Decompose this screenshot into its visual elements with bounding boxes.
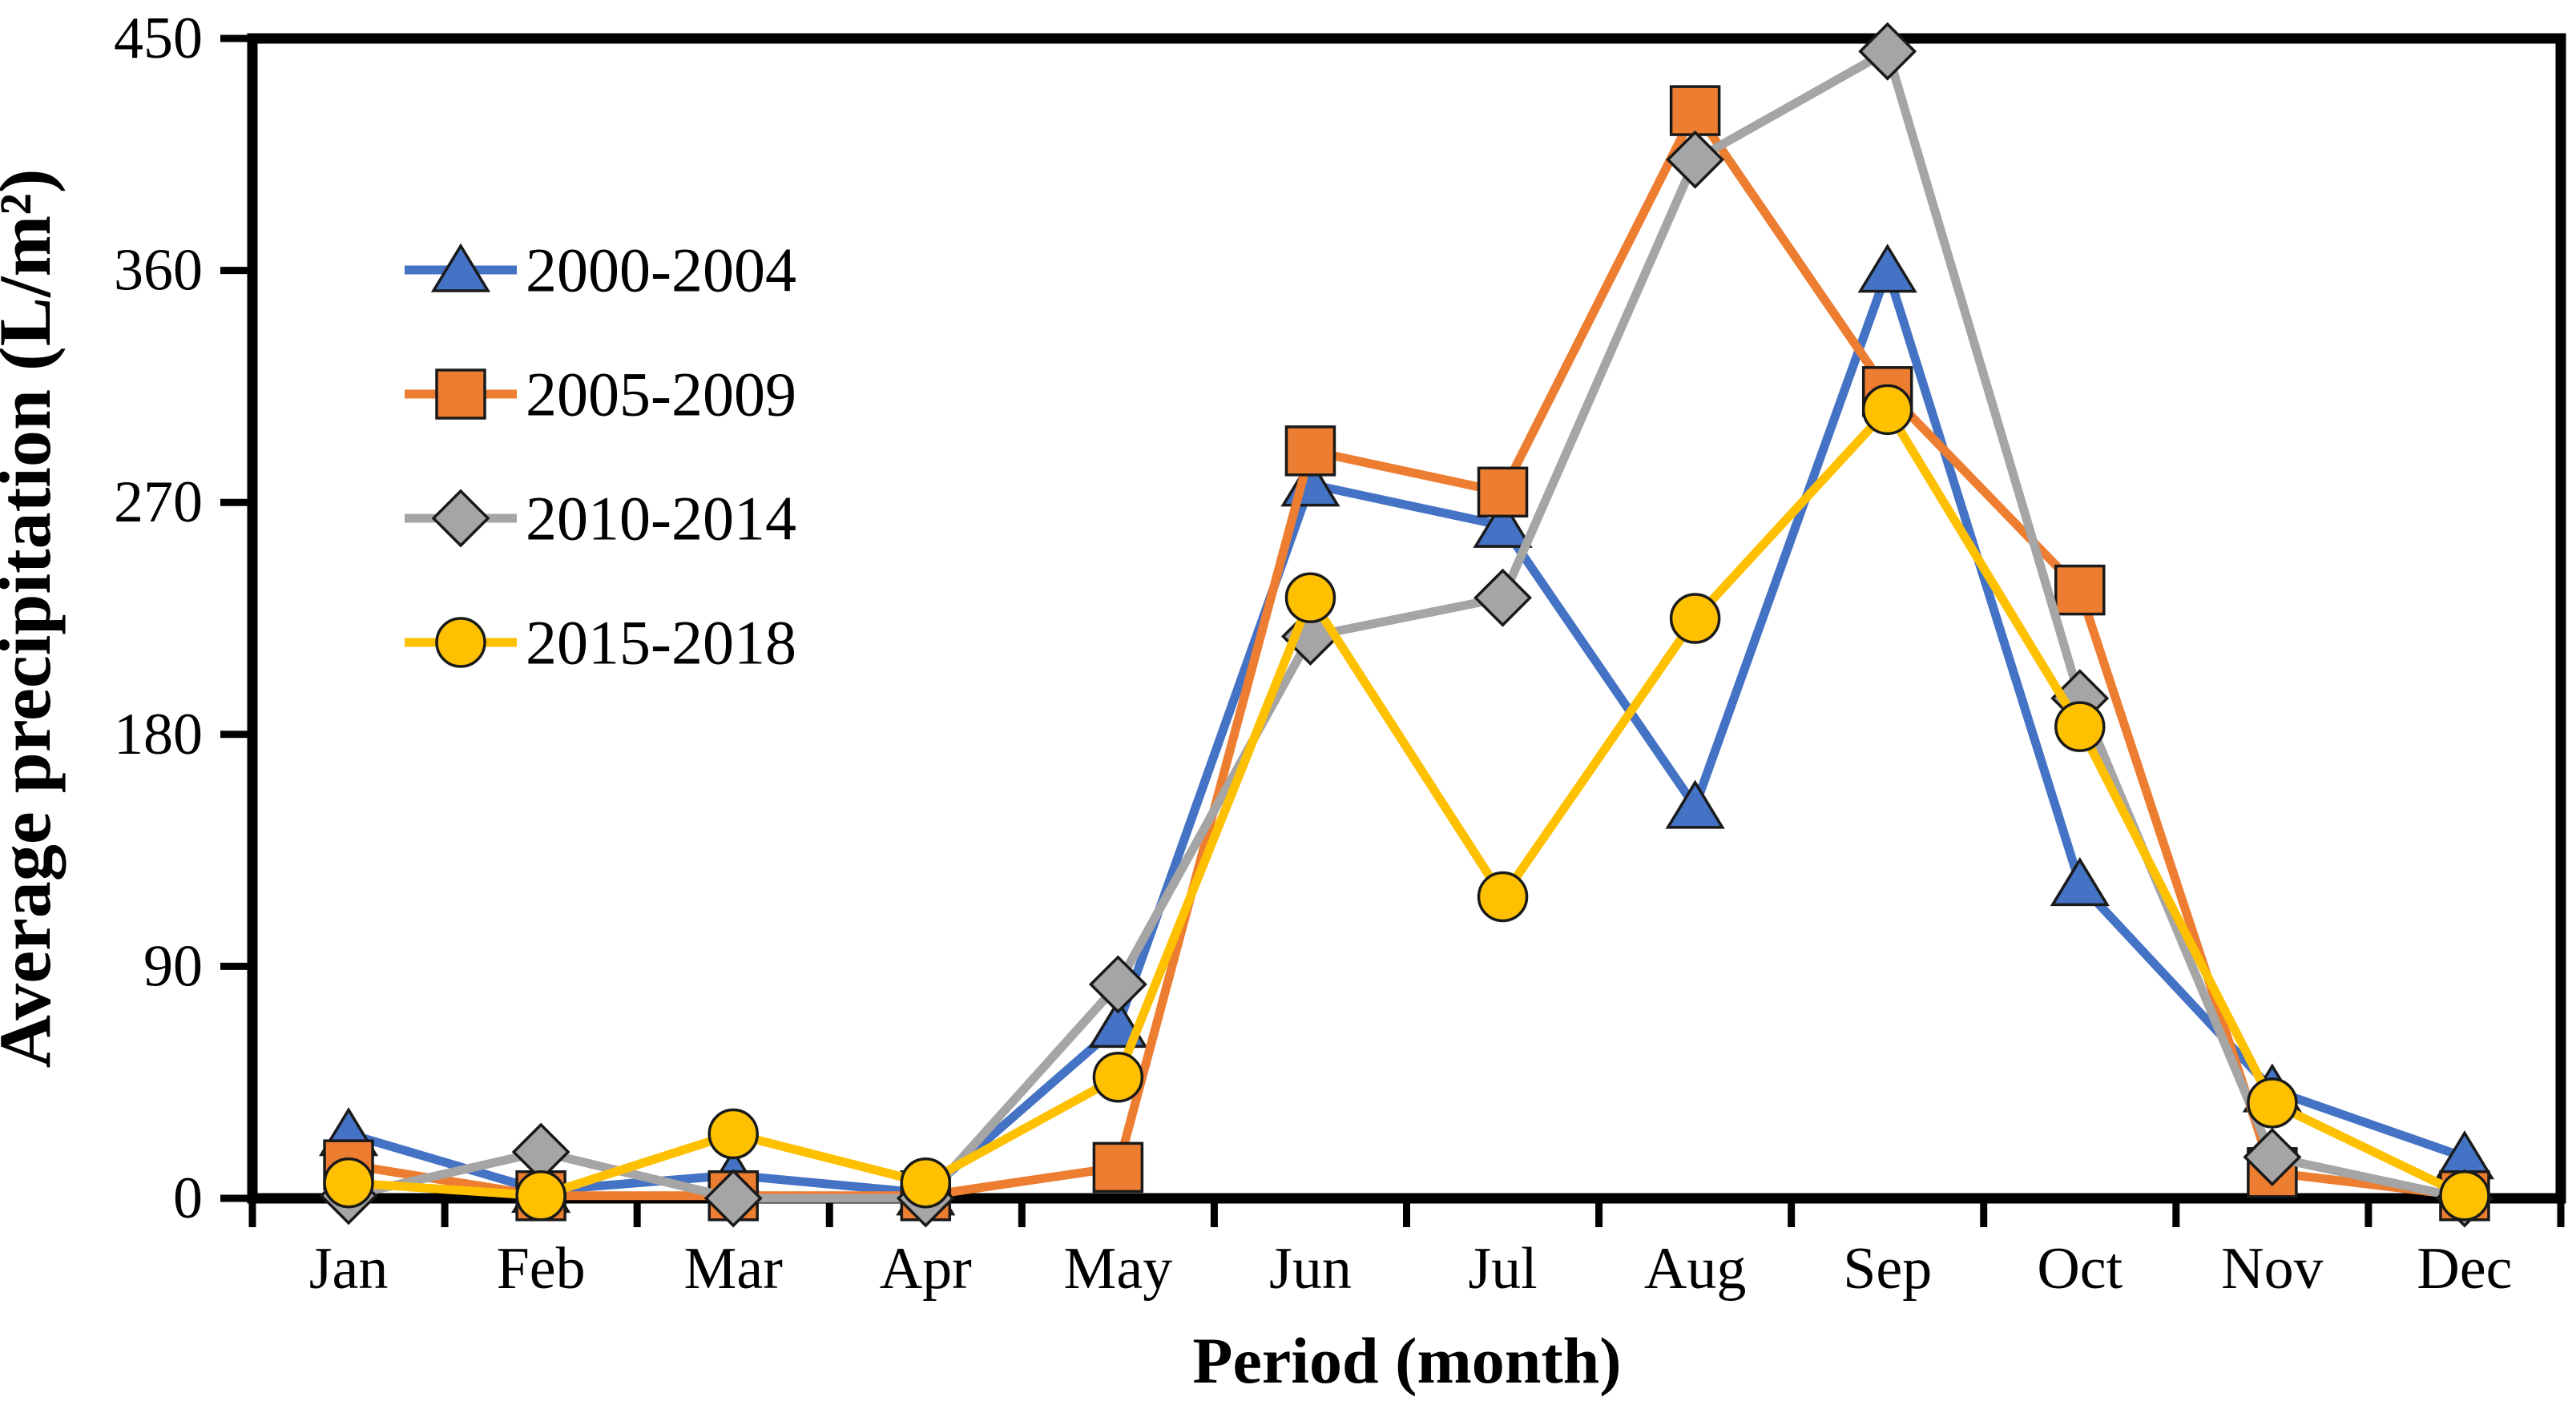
y-tick-label: 180 — [114, 702, 203, 767]
square-marker — [1284, 425, 1336, 477]
x-tick-label: Mar — [684, 1236, 783, 1302]
x-tick-label: Jan — [309, 1236, 389, 1302]
circle-marker — [1477, 871, 1529, 923]
diamond-marker — [1858, 22, 1917, 81]
legend-item: 2005-2009 — [405, 360, 796, 429]
legend-item: 2010-2014 — [405, 484, 796, 554]
triangle-marker — [1665, 779, 1725, 829]
diamond-marker — [511, 1122, 570, 1182]
series-2015-2018 — [323, 384, 2490, 1222]
square-marker — [2054, 564, 2106, 616]
circle-marker — [515, 1170, 566, 1222]
circle-marker — [2054, 701, 2106, 752]
diamond-marker — [2243, 1128, 2302, 1186]
legend: 2000-2004 2005-2009 2010-2014 2015-2018 — [405, 235, 796, 678]
plot-area: 0 90 180 270 360 450 Jan Feb Mar Apr May Jun Jul Aug S… — [114, 6, 2566, 1302]
x-tick-label: Dec — [2417, 1236, 2512, 1302]
y-tick-label: 270 — [114, 469, 203, 535]
series-line — [347, 266, 2466, 1198]
diamond-marker — [1473, 568, 1533, 627]
square-marker — [1669, 85, 1721, 136]
diamond-marker — [1666, 130, 1725, 189]
triangle-marker — [1857, 244, 1917, 293]
y-axis-title: Average precipitation (L/m²) — [0, 169, 66, 1069]
triangle-marker — [2050, 857, 2110, 907]
x-tick-label: Jun — [1269, 1236, 1352, 1302]
circle-marker — [1669, 593, 1721, 644]
legend-label: 2010-2014 — [526, 484, 796, 554]
diamond-marker — [1088, 955, 1147, 1014]
x-tick-label: Aug — [1644, 1236, 1746, 1302]
circle-marker — [900, 1157, 952, 1209]
circle-marker — [1092, 1052, 1144, 1103]
legend-item: 2000-2004 — [405, 235, 796, 305]
square-marker — [1477, 466, 1529, 518]
diamond-marker — [703, 1169, 763, 1228]
circle-marker — [1284, 572, 1336, 624]
y-tick-label: 360 — [114, 238, 203, 304]
circle-marker — [2247, 1077, 2298, 1129]
x-tick-label: Jul — [1468, 1236, 1537, 1302]
series-layer — [318, 22, 2495, 1228]
series-line — [348, 106, 2465, 1201]
circle-marker — [1861, 384, 1913, 436]
x-tick-label: Oct — [2037, 1236, 2122, 1302]
triangle-marker — [1473, 498, 1533, 548]
circle-marker — [323, 1157, 374, 1209]
legend-label: 2005-2009 — [526, 360, 796, 429]
circle-marker — [2439, 1170, 2490, 1222]
triangle-marker — [430, 243, 491, 292]
y-tick-label: 450 — [114, 6, 203, 71]
legend-label: 2015-2018 — [526, 608, 796, 678]
x-tick-label: Nov — [2221, 1236, 2323, 1302]
x-tick-label: May — [1064, 1236, 1173, 1302]
legend-label: 2000-2004 — [526, 235, 796, 305]
y-tick-label: 0 — [173, 1165, 203, 1231]
x-tick-label: Sep — [1843, 1236, 1932, 1302]
x-axis-title: Period (month) — [1192, 1324, 1621, 1397]
legend-item: 2015-2018 — [405, 608, 796, 678]
square-marker — [435, 368, 486, 420]
y-tick-label: 90 — [143, 933, 203, 999]
circle-marker — [707, 1108, 759, 1160]
series-line — [347, 46, 2466, 1203]
circle-marker — [435, 617, 486, 668]
x-tick-label: Feb — [497, 1236, 586, 1302]
x-tick-label: Apr — [880, 1236, 972, 1302]
diamond-marker — [431, 489, 490, 548]
square-marker — [1092, 1141, 1144, 1194]
series-line — [348, 405, 2467, 1201]
